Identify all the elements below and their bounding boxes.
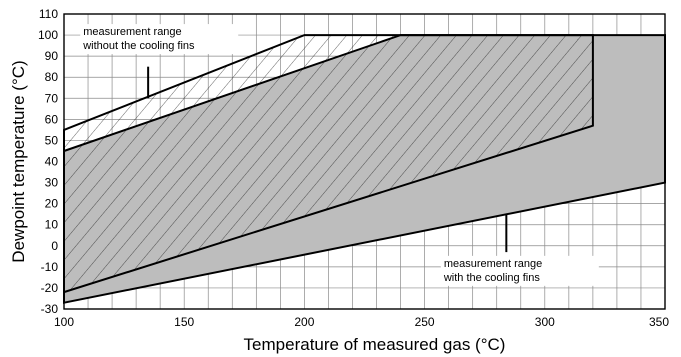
y-tick-label: -20 xyxy=(41,281,59,295)
y-tick-label: -10 xyxy=(41,260,59,274)
y-tick-label: 10 xyxy=(45,218,59,232)
x-tick-label: 100 xyxy=(54,315,74,329)
y-tick-label: 110 xyxy=(39,7,58,21)
annotation-text: measurement range xyxy=(83,26,181,38)
y-tick-label: 80 xyxy=(45,70,59,84)
y-tick-label: 30 xyxy=(45,176,59,190)
y-tick-label: 40 xyxy=(45,155,59,169)
y-axis-title: Dewpoint temperature (°C) xyxy=(9,60,28,262)
y-tick-label: 50 xyxy=(45,133,59,147)
annotation-text: measurement range xyxy=(444,258,542,270)
x-tick-label: 150 xyxy=(174,315,194,329)
y-tick-label: 90 xyxy=(45,49,59,63)
x-tick-label: 250 xyxy=(415,315,435,329)
y-tick-label: 0 xyxy=(51,239,58,253)
y-tick-label: 100 xyxy=(38,28,58,42)
x-axis-title: Temperature of measured gas (°C) xyxy=(244,335,506,354)
annotation-text: without the cooling fins xyxy=(82,40,195,52)
x-tick-label: 200 xyxy=(294,315,314,329)
y-tick-label: 60 xyxy=(45,112,59,126)
y-tick-label: 70 xyxy=(45,91,59,105)
x-tick-label: 350 xyxy=(649,315,669,329)
y-tick-label: -30 xyxy=(41,302,59,316)
x-tick-label: 300 xyxy=(535,315,555,329)
y-tick-label: 20 xyxy=(45,197,59,211)
annotation-text: with the cooling fins xyxy=(443,272,540,284)
